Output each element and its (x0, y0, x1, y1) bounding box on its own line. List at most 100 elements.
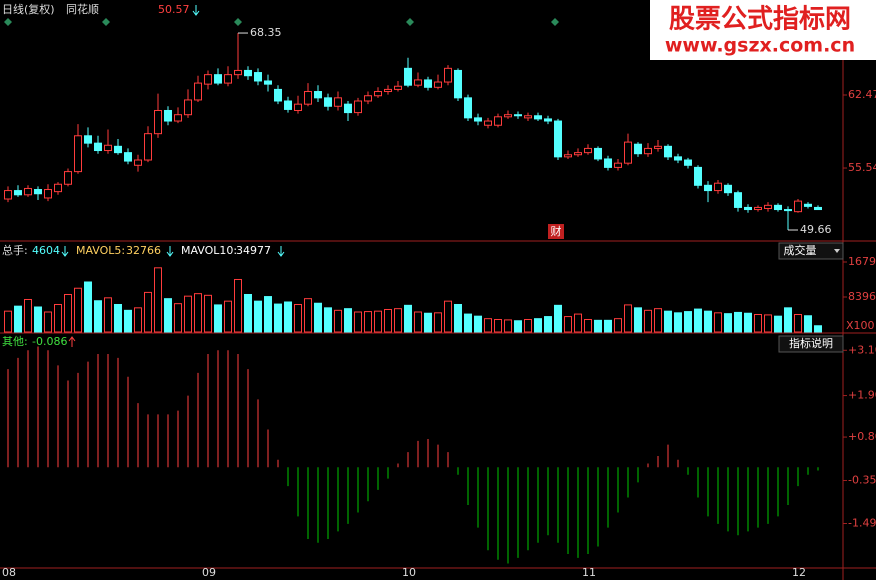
candle-body (214, 74, 222, 84)
candle-body (594, 147, 602, 160)
button-label[interactable]: 指标说明 (789, 336, 833, 350)
candle-body (624, 141, 632, 164)
event-markers (4, 18, 559, 26)
candle-body (154, 109, 162, 135)
volume-bar (304, 298, 312, 333)
volume-bar (284, 301, 292, 333)
candle-body (114, 145, 122, 154)
candle-body (664, 145, 672, 158)
candle-body (334, 97, 342, 107)
volume-bar (74, 287, 82, 333)
volume-bar (424, 312, 432, 333)
watermark-box (650, 0, 876, 60)
candle-body (704, 184, 712, 192)
volume-bar (654, 308, 662, 333)
candle-body (224, 74, 232, 84)
volume-bar (354, 311, 362, 333)
volume-bar (484, 318, 492, 333)
volume-bar (374, 310, 382, 333)
candle-body (414, 79, 422, 86)
candle-body (294, 103, 302, 111)
dropdown-arrow[interactable] (834, 249, 840, 253)
candle-body (244, 69, 252, 77)
candle-body (554, 120, 562, 158)
y-tick-label: +1.90 (848, 389, 876, 402)
volume-bar (774, 315, 782, 333)
arrow (61, 246, 69, 257)
last-price: 50.57 (158, 3, 190, 16)
candle-body (444, 67, 452, 83)
volume-bar (804, 315, 812, 333)
volume-bar (314, 302, 322, 333)
candle-body (74, 135, 82, 173)
candle-body (454, 69, 462, 99)
annotation: 49.66 (800, 223, 832, 236)
volume-bar (204, 294, 212, 333)
candle-body (404, 67, 412, 86)
volume-bar (44, 311, 52, 333)
volume-bar (494, 318, 502, 333)
volume-bar (244, 293, 252, 333)
volume-bar (644, 309, 652, 333)
arrow (68, 336, 76, 347)
candle-body (164, 109, 172, 122)
watermark-url: www.gszx.com.cn (665, 35, 855, 57)
volume-bar (584, 318, 592, 333)
indicator-button[interactable] (778, 242, 844, 260)
ma5-value: 32766 (126, 244, 161, 257)
candle-body (744, 206, 752, 211)
candle-body (674, 156, 682, 161)
candle-body (184, 99, 192, 116)
volume-bar (464, 313, 472, 333)
candle-body (734, 192, 742, 208)
volume-bar (784, 307, 792, 333)
candle-body (274, 88, 282, 102)
volume-bar (294, 303, 302, 333)
volume-bar (164, 298, 172, 333)
volume-bar (364, 311, 372, 333)
candle-body (84, 135, 92, 144)
candle-body (4, 190, 12, 200)
candle-body (574, 152, 582, 156)
volume-bar (764, 314, 772, 333)
volume-bar (594, 319, 602, 333)
arrow (277, 246, 285, 257)
candle-body (394, 85, 402, 90)
y-tick-label: 16796 (848, 255, 876, 268)
candle-body (234, 69, 242, 76)
candle-body (124, 152, 132, 162)
x-tick-label: 08 (2, 566, 16, 579)
chart-title: 日线(复权) (2, 2, 55, 16)
volume-bar (324, 307, 332, 333)
volume-bar (14, 305, 22, 333)
volume-bar (174, 303, 182, 333)
volume-bar (234, 278, 242, 333)
candle-body (464, 97, 472, 119)
volume-bar (444, 300, 452, 333)
indicator-label: 其他: (2, 335, 28, 348)
volume-bar (434, 312, 442, 333)
candle-body (484, 120, 492, 126)
candle-body (764, 204, 772, 209)
volume-bar (404, 304, 412, 333)
volume-bar (554, 304, 562, 333)
candle-body (804, 203, 812, 207)
volume-bar (624, 304, 632, 333)
candle-body (684, 159, 692, 166)
volume-bar (614, 318, 622, 333)
candle-body (304, 91, 312, 105)
candle-body (584, 147, 592, 154)
y-tick-label: +3.10 (848, 343, 876, 356)
button-label[interactable]: 成交量 (784, 243, 817, 257)
candle-body (374, 91, 382, 97)
candle-body (174, 114, 182, 122)
y-tick-label: +0.80 (848, 430, 876, 443)
candle-body (194, 82, 202, 101)
volume-bar (714, 312, 722, 333)
ma10-label: MAVOL10: (181, 244, 237, 257)
candle-body (34, 189, 42, 195)
explain-button[interactable] (778, 335, 844, 353)
indicator-value: -0.086 (32, 335, 67, 348)
